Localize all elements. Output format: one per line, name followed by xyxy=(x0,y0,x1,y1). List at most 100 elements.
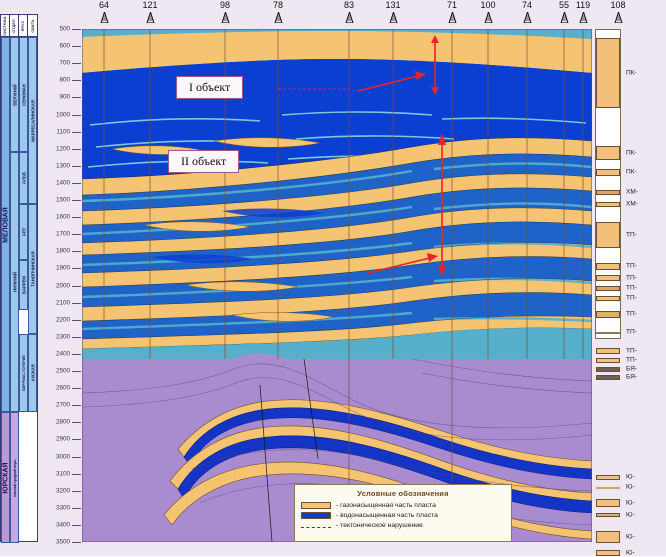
marker-label: Ю- xyxy=(626,533,635,541)
well-marker[interactable]: 64 xyxy=(87,0,121,24)
derrick-icon xyxy=(220,10,230,24)
depth-tick-label: 3300 xyxy=(55,504,70,512)
depth-tick xyxy=(72,182,81,184)
depth-tick xyxy=(72,405,81,407)
legend-swatch xyxy=(301,527,331,528)
legend-swatch xyxy=(301,502,331,509)
well-number-label: 64 xyxy=(98,0,109,10)
marker-band xyxy=(596,201,620,207)
depth-tick-label: 600 xyxy=(59,42,70,50)
depth-tick xyxy=(72,148,81,150)
depth-tick xyxy=(72,131,81,133)
depth-tick-label: 1900 xyxy=(55,264,70,272)
marker-band xyxy=(596,189,620,195)
marker-label: ПК- xyxy=(626,69,637,77)
well-marker[interactable]: 119 xyxy=(566,0,600,24)
strat-unit: БАРРЕМ xyxy=(19,260,28,310)
marker-label: ХМ- xyxy=(626,200,638,208)
strat-unit: БЕРРИАС-ГОТЕРИВ xyxy=(19,334,28,412)
marker-band xyxy=(596,310,620,318)
depth-tick xyxy=(72,490,81,492)
strat-unit: нижний средний верх. xyxy=(10,412,19,543)
strat-unit-label: ТАНОПЧИНСКАЯ xyxy=(30,251,35,287)
depth-tick xyxy=(72,29,81,30)
legend-item-label: - тектоническое нарушение xyxy=(336,522,423,529)
strat-header-label: СВИТА xyxy=(30,19,35,33)
depth-tick-label: 2900 xyxy=(55,435,70,443)
depth-tick xyxy=(72,353,81,355)
strat-unit-label: МЕЛОВАЯ xyxy=(2,206,9,243)
strat-unit: МЕЛОВАЯ xyxy=(1,37,10,412)
marker-label: ТП- xyxy=(626,274,637,282)
strat-unit: НИЖНИЙ xyxy=(10,152,19,412)
well-marker[interactable]: 100 xyxy=(471,0,505,24)
marker-label: БЯ- xyxy=(626,373,638,381)
strat-unit-label: СЕНОМАН xyxy=(21,83,26,106)
depth-tick-label: 2200 xyxy=(55,316,70,324)
well-headers: 6412198788313171100745511910873 xyxy=(82,0,626,29)
depth-tick-label: 2500 xyxy=(55,367,70,375)
well-number-label: 131 xyxy=(385,0,401,10)
marker-label: ПК- xyxy=(626,168,637,176)
marker-band xyxy=(596,168,620,176)
depth-tick-label: 3200 xyxy=(55,487,70,495)
marker-band xyxy=(596,499,620,507)
strat-header-label: СИСТЕМА xyxy=(3,16,7,36)
legend-item: - тектоническое нарушение xyxy=(301,522,505,529)
derrick-icon xyxy=(613,10,623,24)
strat-unit-label: БАРРЕМ xyxy=(21,276,26,294)
depth-tick xyxy=(72,80,81,82)
depth-tick xyxy=(72,268,81,270)
well-number-label: 78 xyxy=(272,0,283,10)
stratigraphic-column: СИСТЕМА ОТДЕЛ ЯРУС СВИТА МЕЛОВАЯ ЮРСКАЯ ВЕРХН… xyxy=(0,14,38,543)
marker-label: ПК- xyxy=(626,149,637,157)
depth-tick xyxy=(72,507,81,509)
strat-unit: ТАНОПЧИНСКАЯ xyxy=(28,204,37,334)
depth-tick-label: 3400 xyxy=(55,521,70,529)
well-marker[interactable]: 78 xyxy=(261,0,295,24)
strat-body: МЕЛОВАЯ ЮРСКАЯ ВЕРХНИЙ НИЖНИЙ нижний средний… xyxy=(1,37,37,543)
well-marker[interactable]: 74 xyxy=(510,0,544,24)
depth-tick xyxy=(72,114,81,116)
marker-label: ТП- xyxy=(626,356,637,364)
well-marker[interactable]: 71 xyxy=(435,0,469,24)
legend-item: - газонасыщенная часть пласта xyxy=(301,502,505,509)
depth-tick-label: 2300 xyxy=(55,333,70,341)
well-number-label: 119 xyxy=(575,0,591,10)
well-number-label: 98 xyxy=(219,0,230,10)
depth-tick-label: 2600 xyxy=(55,384,70,392)
strat-unit: СЕНОМАН xyxy=(19,37,28,152)
marker-label: Ю- xyxy=(626,499,635,507)
legend-item-label: - водонасыщенная часть пласта xyxy=(336,512,438,519)
depth-tick xyxy=(72,319,81,321)
strat-unit-label: МАРРЕСАЛИНСКАЯ xyxy=(30,99,35,142)
marker-band xyxy=(596,285,620,291)
marker-band xyxy=(596,262,620,270)
strat-unit-label: ЮРСКАЯ xyxy=(2,461,9,494)
depth-tick xyxy=(72,165,81,167)
depth-tick-label: 2400 xyxy=(55,350,70,358)
derrick-icon xyxy=(344,10,354,24)
well-marker[interactable]: 108 xyxy=(601,0,635,24)
marker-band xyxy=(596,550,620,556)
marker-label: ТП- xyxy=(626,262,637,270)
depth-axis: 500 600 700 800 900 1000 1100 1200 1300 1400 1500 1… xyxy=(38,14,82,546)
well-marker[interactable]: 83 xyxy=(332,0,366,24)
depth-tick xyxy=(72,422,81,424)
depth-tick-label: 700 xyxy=(59,59,70,67)
derrick-icon xyxy=(578,10,588,24)
depth-tick xyxy=(72,456,81,458)
depth-tick xyxy=(72,388,81,390)
depth-tick xyxy=(72,473,81,475)
depth-tick-label: 1000 xyxy=(55,111,70,118)
well-marker[interactable]: 121 xyxy=(133,0,167,24)
strat-header-label: ЯРУС xyxy=(21,20,25,32)
well-marker[interactable]: 131 xyxy=(376,0,410,24)
depth-tick-label: 3500 xyxy=(55,538,70,546)
strat-unit-label: нижний средний верх. xyxy=(12,458,17,497)
legend-swatch xyxy=(301,512,331,519)
depth-tick-label: 1800 xyxy=(55,247,70,255)
marker-band xyxy=(596,513,620,517)
well-marker[interactable]: 98 xyxy=(208,0,242,24)
